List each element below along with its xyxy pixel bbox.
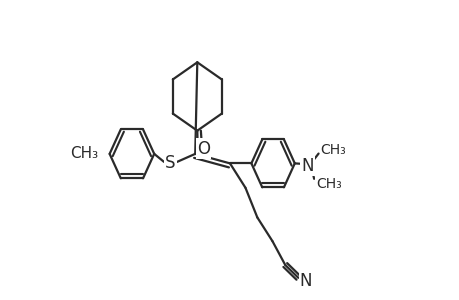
- Text: CH₃: CH₃: [320, 143, 346, 157]
- Text: CH₃: CH₃: [315, 177, 341, 190]
- Text: S: S: [165, 154, 175, 172]
- Text: N: N: [299, 272, 312, 290]
- Text: O: O: [196, 140, 210, 158]
- Text: CH₃: CH₃: [70, 146, 98, 161]
- Text: N: N: [301, 157, 313, 175]
